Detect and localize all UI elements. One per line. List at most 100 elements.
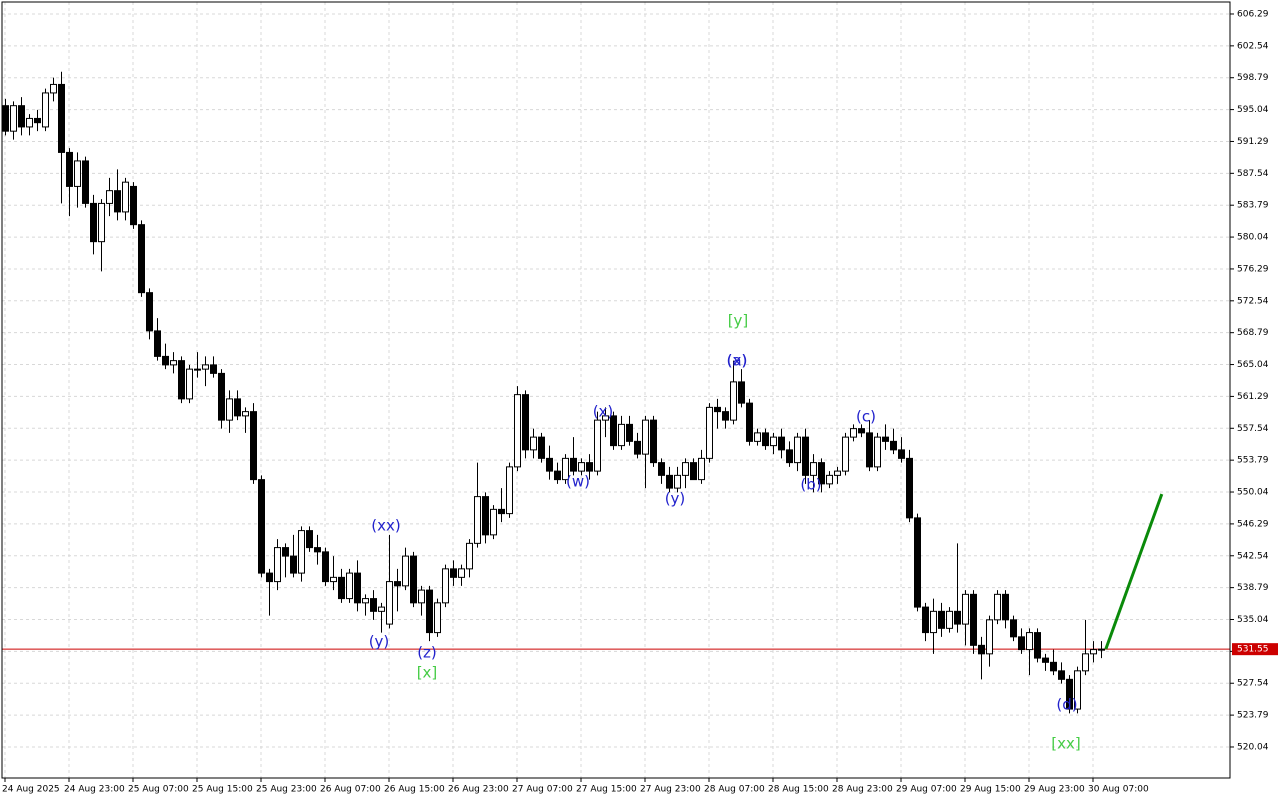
candle-body <box>954 610 961 625</box>
y-tick-label: 580.04 <box>1237 233 1269 243</box>
y-tick-label: 572.54 <box>1237 296 1269 306</box>
candle-body <box>370 598 377 612</box>
candle-body <box>890 440 897 451</box>
candle-body <box>18 105 25 128</box>
candle-body <box>426 589 433 634</box>
candle-body <box>434 602 441 634</box>
x-tick-label: 25 Aug 23:00 <box>256 785 317 795</box>
y-tick-label: 553.79 <box>1237 456 1269 466</box>
y-tick-label: 606.29 <box>1237 9 1269 19</box>
candle-body <box>762 432 769 447</box>
x-tick-label: 30 Aug 07:00 <box>1088 785 1149 795</box>
candle-body <box>162 355 169 366</box>
candle-body <box>706 406 713 459</box>
candle-body <box>746 402 753 442</box>
wave-label: (w) <box>566 473 590 491</box>
y-tick-label: 598.79 <box>1237 73 1269 83</box>
candle-body <box>570 457 577 472</box>
candle-body <box>450 568 457 578</box>
candle-body <box>786 449 793 464</box>
candle-body <box>362 598 369 604</box>
candle-body <box>818 462 825 485</box>
candle-body <box>770 436 777 447</box>
candle-body <box>330 576 337 583</box>
x-tick-label: 27 Aug 07:00 <box>512 785 573 795</box>
y-tick-label: 538.79 <box>1237 583 1269 593</box>
candle-body <box>994 593 1001 621</box>
candle-body <box>1018 636 1025 651</box>
candle-body <box>538 436 545 459</box>
candle-body <box>378 606 385 612</box>
current-price-label: 531.55 <box>1237 645 1269 655</box>
y-tick-label: 546.29 <box>1237 519 1269 529</box>
x-tick-label: 24 Aug 2025 <box>2 785 60 795</box>
candle-body <box>402 555 409 587</box>
candle-body <box>650 419 657 464</box>
candle-body <box>922 606 929 634</box>
candle-body <box>338 576 345 600</box>
x-tick-label: 29 Aug 15:00 <box>960 785 1021 795</box>
candle-body <box>866 432 873 468</box>
candle-body <box>274 547 281 583</box>
candle-body <box>1002 593 1009 621</box>
candle-body <box>826 474 833 485</box>
wave-label: [x] <box>417 664 438 682</box>
candle-body <box>522 394 529 451</box>
candle-body <box>514 394 521 468</box>
candle-body <box>474 496 481 544</box>
candle-body <box>690 462 697 481</box>
candle-body <box>554 470 561 481</box>
candle-body <box>74 160 81 187</box>
x-tick-label: 26 Aug 15:00 <box>384 785 445 795</box>
candle-body <box>258 479 265 574</box>
candle-body <box>1074 670 1081 710</box>
candle-body <box>602 415 609 421</box>
candle-body <box>506 466 513 515</box>
candle-body <box>178 360 185 400</box>
y-tick-label: 576.29 <box>1237 264 1269 274</box>
candle-body <box>586 462 593 472</box>
candle-body <box>122 181 129 213</box>
candle-body <box>26 117 33 128</box>
x-tick-label: 26 Aug 23:00 <box>448 785 509 795</box>
candle-body <box>802 436 809 476</box>
x-tick-label: 24 Aug 23:00 <box>64 785 125 795</box>
labels: 520.04523.79527.54531.29535.04538.79542.… <box>2 9 1278 795</box>
candle-body <box>290 555 297 574</box>
current-price-box <box>1232 643 1278 656</box>
y-tick-label: 542.54 <box>1237 551 1269 561</box>
candle-body <box>738 381 745 404</box>
candle-body <box>58 83 65 153</box>
candle-body <box>498 508 505 515</box>
candle-body <box>242 411 249 417</box>
x-tick-label: 25 Aug 15:00 <box>192 785 253 795</box>
candle-body <box>874 436 881 468</box>
candle-body <box>562 457 569 481</box>
candle-body <box>794 436 801 464</box>
candle-body <box>50 83 57 94</box>
candle-body <box>938 610 945 629</box>
candle-body <box>234 398 241 417</box>
candle-body <box>1098 648 1105 651</box>
candle-body <box>930 610 937 634</box>
candle-body <box>698 457 705 481</box>
wave-label: (c) <box>856 408 876 426</box>
candle-body <box>906 457 913 519</box>
candle-body <box>546 457 553 472</box>
y-tick-label: 591.29 <box>1237 137 1269 147</box>
candle-body <box>1058 670 1065 680</box>
y-tick-label: 595.04 <box>1237 105 1269 115</box>
wave-label: [xx] <box>1051 735 1080 753</box>
candle-body <box>626 423 633 442</box>
candle-body <box>410 555 417 604</box>
candle-body <box>98 202 105 243</box>
candle-body <box>418 589 425 604</box>
candle-body <box>666 474 673 489</box>
wave-label: (x) <box>727 352 748 370</box>
candle-body <box>970 593 977 646</box>
candle-body <box>10 105 17 132</box>
wave-label: (y) <box>369 633 390 651</box>
candle-body <box>250 411 257 481</box>
candle-body <box>482 496 489 536</box>
candle-body <box>810 462 817 476</box>
